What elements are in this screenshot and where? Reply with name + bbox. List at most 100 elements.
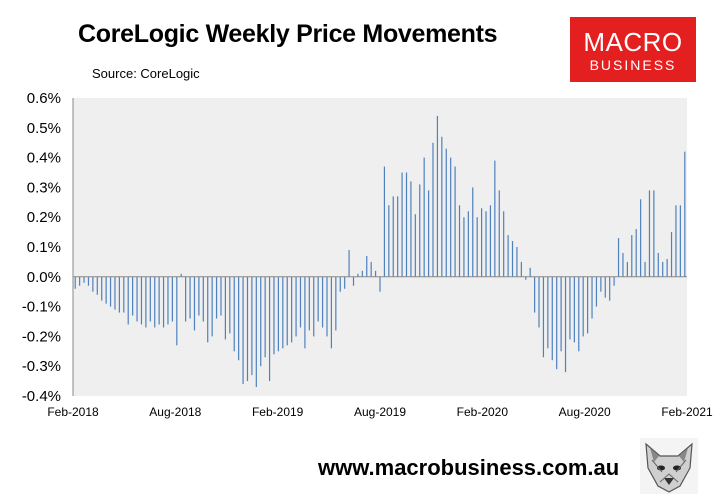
bar bbox=[149, 276, 151, 322]
bar bbox=[662, 261, 664, 277]
bar bbox=[185, 276, 187, 322]
bar bbox=[397, 196, 399, 277]
bar bbox=[427, 190, 430, 277]
bar bbox=[564, 276, 567, 373]
bar bbox=[246, 276, 249, 382]
bar bbox=[445, 148, 447, 277]
bar bbox=[392, 196, 394, 277]
bar bbox=[229, 276, 231, 334]
bar bbox=[321, 276, 324, 328]
bar bbox=[286, 276, 288, 346]
bar bbox=[326, 276, 328, 337]
x-tick-label: Feb-2019 bbox=[252, 405, 304, 419]
bar bbox=[313, 276, 315, 337]
y-tick-label: 0.4% bbox=[27, 150, 61, 167]
bar bbox=[569, 276, 571, 340]
bar bbox=[273, 276, 275, 355]
bar bbox=[304, 276, 306, 349]
bar bbox=[419, 184, 421, 277]
bar bbox=[653, 190, 655, 277]
bar bbox=[317, 276, 319, 322]
bar bbox=[617, 238, 620, 277]
bar bbox=[348, 249, 350, 277]
y-axis-ticks: 0.6% 0.5% 0.4% 0.3% 0.2% 0.1% 0.0% -0.1% -0.2% -0… bbox=[22, 90, 61, 405]
bar bbox=[454, 166, 456, 277]
bar bbox=[516, 247, 518, 277]
bar bbox=[127, 276, 129, 325]
bar bbox=[366, 255, 368, 277]
bar bbox=[189, 276, 191, 319]
bar bbox=[494, 160, 496, 277]
bar bbox=[551, 276, 553, 361]
bar bbox=[118, 276, 120, 313]
bar bbox=[105, 276, 107, 304]
bar bbox=[670, 232, 673, 277]
bar bbox=[388, 205, 390, 277]
y-tick-label: -0.4% bbox=[22, 388, 61, 405]
bar bbox=[233, 276, 235, 352]
bar bbox=[423, 157, 425, 277]
x-tick-label: Aug-2018 bbox=[149, 405, 201, 419]
bar bbox=[330, 276, 333, 349]
logo-line-2: BUSINESS bbox=[589, 57, 677, 73]
bar bbox=[158, 276, 160, 325]
bar bbox=[162, 276, 165, 328]
x-tick-label: Aug-2019 bbox=[354, 405, 406, 419]
bar bbox=[370, 261, 372, 277]
bar bbox=[282, 276, 284, 349]
bar bbox=[79, 276, 81, 286]
bar bbox=[640, 199, 642, 277]
bar bbox=[573, 276, 575, 343]
bar bbox=[255, 276, 257, 388]
chart-title: CoreLogic Weekly Price Movements bbox=[78, 20, 498, 48]
bar bbox=[467, 211, 469, 277]
bar bbox=[264, 276, 266, 358]
y-tick-label: -0.2% bbox=[22, 328, 61, 345]
bar bbox=[542, 276, 545, 358]
bar bbox=[609, 276, 611, 301]
bar bbox=[215, 276, 218, 319]
bar bbox=[498, 190, 500, 277]
bar bbox=[485, 211, 487, 277]
y-tick-label: 0.2% bbox=[27, 209, 61, 226]
bar bbox=[472, 187, 474, 277]
bar bbox=[96, 276, 98, 295]
bar bbox=[83, 276, 85, 283]
y-tick-label: 0.5% bbox=[27, 120, 61, 137]
website-url[interactable]: www.macrobusiness.com.au bbox=[318, 455, 620, 480]
bar bbox=[600, 276, 602, 292]
bar bbox=[644, 261, 646, 277]
bar bbox=[357, 273, 359, 277]
bar bbox=[268, 276, 271, 382]
bar bbox=[405, 172, 408, 277]
y-tick-label: -0.3% bbox=[22, 358, 61, 375]
y-tick-label: 0.3% bbox=[27, 179, 61, 196]
bar bbox=[136, 276, 138, 322]
bar bbox=[591, 276, 593, 319]
x-tick-label: Feb-2020 bbox=[457, 405, 509, 419]
bar bbox=[595, 276, 598, 307]
bar bbox=[560, 276, 562, 352]
plot-area bbox=[73, 98, 687, 396]
bar bbox=[525, 276, 527, 280]
bar bbox=[238, 276, 240, 361]
bar bbox=[92, 276, 94, 292]
bar bbox=[87, 276, 90, 286]
bar bbox=[511, 241, 514, 277]
bar bbox=[361, 270, 363, 277]
bar bbox=[414, 214, 416, 277]
logo-line-1: MACRO bbox=[583, 27, 683, 57]
bar bbox=[547, 276, 549, 349]
bar bbox=[436, 115, 439, 277]
bar bbox=[145, 276, 147, 328]
bar bbox=[123, 276, 125, 313]
bar bbox=[260, 276, 262, 367]
bar bbox=[335, 276, 337, 331]
x-tick-label: Feb-2018 bbox=[47, 405, 99, 419]
bar bbox=[587, 276, 589, 334]
bar bbox=[352, 276, 355, 286]
bar bbox=[171, 276, 173, 322]
bar bbox=[582, 276, 584, 337]
x-tick-label: Feb-2021 bbox=[661, 405, 713, 419]
bar bbox=[167, 276, 169, 325]
